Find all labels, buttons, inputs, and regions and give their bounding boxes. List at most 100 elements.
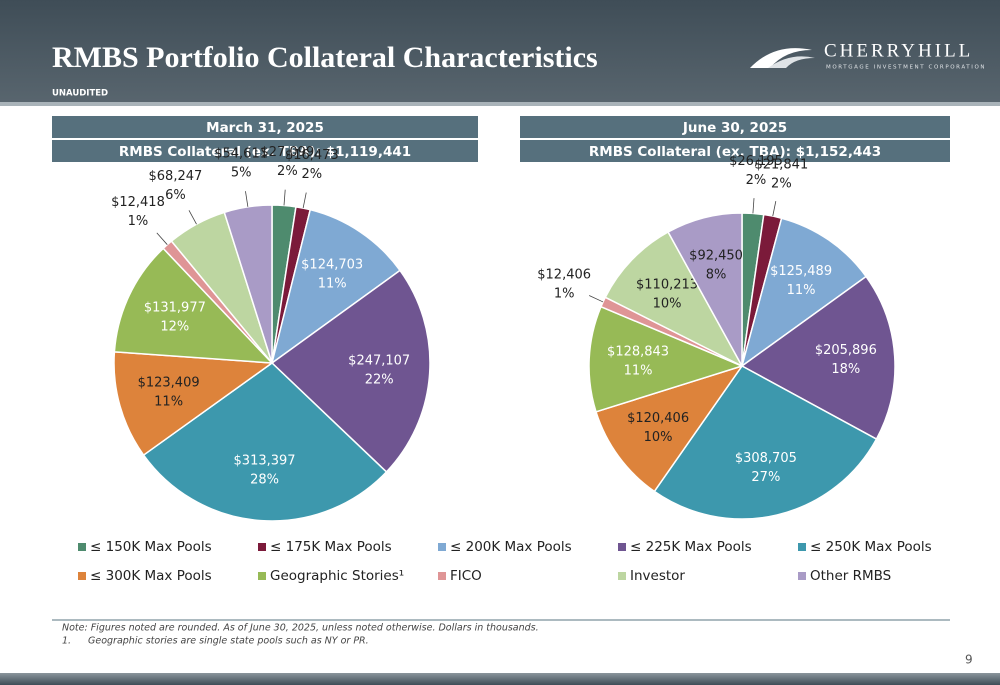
pie-slice	[113, 247, 274, 364]
percent-label: 11%	[318, 276, 347, 291]
logo-name: CHERRYHILL	[824, 40, 973, 61]
value-label: $21,841	[754, 158, 808, 173]
legend-swatch	[618, 572, 626, 580]
pie-slice	[588, 305, 745, 413]
legend-swatch	[438, 543, 446, 551]
percent-label: 2%	[277, 164, 298, 179]
logo-mark	[750, 48, 812, 68]
legend-label: ≤ 175K Max Pools	[270, 539, 392, 555]
value-label: $125,489	[770, 264, 832, 279]
footer-band	[0, 673, 1000, 685]
value-label: $123,409	[138, 376, 200, 391]
pie-slice	[113, 351, 275, 457]
percent-label: 5%	[231, 166, 252, 181]
legend-swatch	[78, 572, 86, 580]
chart-title: March 31, 2025	[206, 120, 324, 136]
legend-label: Geographic Stories¹	[270, 568, 404, 584]
pie-slice	[270, 269, 431, 473]
percent-label: 11%	[787, 283, 816, 298]
pie-slice	[604, 231, 744, 368]
legend-swatch	[258, 572, 266, 580]
chart-subtitle: RMBS Collateral (ex. TBA): $1,152,443	[589, 144, 881, 160]
legend-swatch	[798, 572, 806, 580]
legend-label: ≤ 150K Max Pools	[90, 539, 212, 555]
percent-label: 1%	[128, 214, 149, 229]
chart-subtitle: RMBS Collateral (ex. TBA): $1,119,441	[119, 144, 411, 160]
value-label: $128,843	[607, 345, 669, 360]
note: Geographic stories are single state pool…	[88, 636, 369, 647]
leader-line	[188, 210, 197, 225]
note: Note: Figures noted are rounded. As of J…	[62, 623, 539, 634]
value-label: $26,195	[729, 154, 783, 169]
chart-title-box	[520, 116, 950, 138]
percent-label: 11%	[154, 395, 183, 410]
logo-tagline: MORTGAGE INVESTMENT CORPORATION	[826, 65, 986, 71]
value-label: $313,397	[234, 454, 296, 469]
percent-label: 12%	[160, 320, 189, 335]
leader-line	[245, 191, 249, 207]
percent-label: 28%	[250, 473, 279, 488]
percent-label: 10%	[644, 430, 673, 445]
value-label: $205,896	[815, 343, 877, 358]
value-label: $110,213	[636, 277, 698, 292]
legend-label: FICO	[450, 568, 482, 584]
legend-label: ≤ 250K Max Pools	[810, 539, 932, 555]
header-band	[0, 0, 1000, 102]
percent-label: 1%	[554, 286, 575, 301]
value-label: $120,406	[627, 411, 689, 426]
header-rule	[0, 102, 1000, 106]
chart-subtitle-box	[52, 140, 478, 162]
pie-slice	[740, 275, 896, 441]
pie-slice	[270, 208, 402, 365]
leader-line	[772, 201, 777, 217]
legend-label: Investor	[630, 568, 685, 584]
chart-subtitle-box	[520, 140, 950, 162]
leader-line	[302, 192, 307, 209]
percent-label: 10%	[653, 296, 682, 311]
pie-slice	[667, 212, 743, 367]
slide-title: RMBS Portfolio Collateral Characteristic…	[52, 41, 598, 74]
percent-label: 2%	[302, 167, 323, 182]
value-label: $124,703	[301, 257, 363, 272]
value-label: $12,418	[111, 195, 165, 210]
logo-mark	[768, 56, 815, 68]
note-number: 1.	[62, 636, 71, 647]
percent-label: 18%	[831, 362, 860, 377]
percent-label: 6%	[165, 188, 186, 203]
leader-line	[156, 232, 168, 245]
chart-title: June 30, 2025	[682, 120, 787, 136]
leader-line	[588, 295, 604, 303]
value-label: $131,977	[144, 301, 206, 316]
percent-label: 8%	[706, 268, 727, 283]
legend-swatch	[618, 543, 626, 551]
legend-swatch	[798, 543, 806, 551]
value-label: $308,705	[735, 451, 797, 466]
value-label: $68,247	[149, 169, 203, 184]
value-label: $16,473	[285, 148, 339, 163]
leader-line	[752, 198, 755, 214]
legend-swatch	[78, 543, 86, 551]
pie-slice	[142, 362, 388, 522]
percent-label: 27%	[751, 470, 780, 485]
value-label: $27,099	[260, 145, 314, 160]
unaudited: UNAUDITED	[52, 89, 108, 99]
percent-label: 2%	[746, 173, 767, 188]
value-label: $247,107	[348, 354, 410, 369]
pie-slice	[223, 204, 273, 364]
page-number: 9	[965, 653, 973, 667]
legend-swatch	[438, 572, 446, 580]
leader-line	[283, 189, 286, 206]
logo: CHERRYHILL MORTGAGE INVESTMENT CORPORATI…	[750, 40, 986, 71]
value-label: $54,611	[214, 147, 268, 162]
chart-title-box	[52, 116, 478, 138]
legend-label: ≤ 225K Max Pools	[630, 539, 752, 555]
legend-label: ≤ 300K Max Pools	[90, 568, 212, 584]
pie-slice	[653, 365, 878, 520]
legend-label: ≤ 200K Max Pools	[450, 539, 572, 555]
pie-slice	[740, 217, 868, 368]
legend-swatch	[258, 543, 266, 551]
value-label: $92,450	[689, 249, 743, 264]
percent-label: 11%	[624, 364, 653, 379]
